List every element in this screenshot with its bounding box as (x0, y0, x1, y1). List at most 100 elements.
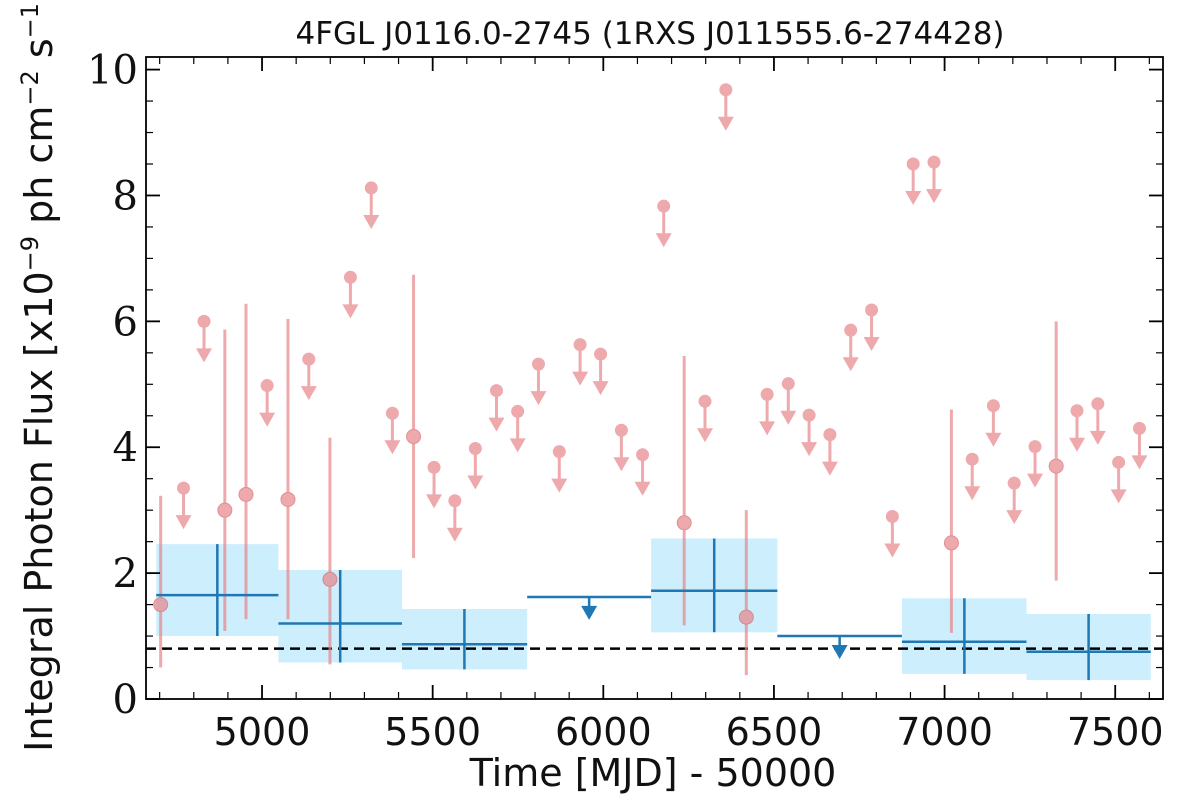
monthly-detection-8 (943, 409, 959, 633)
upper-limit-marker (177, 481, 191, 495)
monthly-upper-limit-27 (884, 509, 901, 558)
y-tick-label: 8 (113, 173, 138, 219)
upper-limit-marker (844, 323, 858, 337)
monthly-upper-limit-24 (821, 428, 838, 476)
monthly-detection-point (322, 571, 338, 587)
upper-limit-marker (885, 509, 899, 523)
monthly-points-layer (153, 83, 1148, 676)
upper-limit-marker (802, 408, 816, 422)
y-tick-label: 0 (113, 677, 138, 723)
binned-points-layer (156, 538, 1151, 681)
upper-limit-arrow (509, 438, 526, 453)
monthly-detection-point (238, 486, 254, 502)
monthly-upper-limit-21 (759, 387, 776, 436)
upper-limit-arrow (488, 417, 505, 432)
upper-limit-marker (719, 83, 733, 97)
upper-limit-arrow (196, 348, 213, 363)
upper-limit-arrow (697, 428, 714, 443)
monthly-upper-limit-18 (655, 199, 672, 248)
upper-limit-marker (823, 428, 837, 442)
monthly-upper-limit-23 (801, 408, 818, 457)
monthly-upper-limit-17 (634, 448, 651, 496)
upper-limit-arrow (1027, 473, 1044, 488)
y-axis-title-suffix: ] (17, 0, 61, 3)
monthly-detection-9 (1048, 321, 1064, 581)
monthly-upper-limit-25 (842, 323, 859, 372)
x-tick-label: 7500 (1067, 710, 1164, 754)
upper-limit-marker (511, 404, 525, 418)
upper-limit-marker (927, 155, 941, 169)
monthly-detection-point (1048, 458, 1064, 474)
y-axis-title-exp2: −2 (16, 70, 44, 105)
monthly-upper-limit-14 (572, 338, 589, 386)
upper-limit-arrow (964, 486, 981, 501)
upper-limit-marker (965, 452, 979, 466)
upper-limit-arrow (1131, 455, 1148, 470)
upper-limit-arrow (884, 543, 901, 558)
y-axis-title-mid2: s (17, 38, 61, 70)
monthly-detection-5 (406, 274, 422, 559)
upper-limit-arrow (759, 421, 776, 436)
upper-limit-arrow (551, 478, 568, 493)
binned-detection-0 (156, 544, 279, 637)
upper-limit-marker (594, 347, 608, 361)
monthly-upper-limit-6 (384, 406, 401, 455)
upper-limit-marker (1007, 476, 1021, 490)
upper-limit-arrow (363, 214, 380, 229)
monthly-upper-limit-16 (613, 423, 630, 472)
monthly-upper-limit-34 (1068, 404, 1085, 452)
upper-limit-marker (302, 352, 316, 366)
upper-limit-arrow (1006, 510, 1023, 525)
binned-upper-limit-arrow (581, 605, 598, 620)
monthly-upper-limit-26 (863, 303, 880, 352)
upper-limit-marker (468, 441, 482, 455)
upper-limit-arrow (634, 481, 651, 496)
upper-limit-arrow (821, 461, 838, 476)
upper-limit-marker (1091, 397, 1105, 411)
upper-limit-marker (448, 494, 462, 508)
monthly-detection-point (738, 609, 754, 625)
upper-limit-arrow (446, 527, 463, 542)
monthly-upper-limit-8 (446, 494, 463, 542)
upper-limit-marker (489, 384, 503, 398)
binned-detection-5 (1026, 614, 1151, 681)
x-tick-label: 5000 (214, 710, 311, 754)
chart-title: 4FGL J0116.0-2745 (1RXS J011555.6-274428… (295, 16, 1004, 52)
upper-limit-arrow (613, 457, 630, 472)
upper-limit-arrow (259, 412, 276, 427)
monthly-upper-limit-9 (467, 441, 484, 490)
plot-frame (145, 56, 1164, 700)
upper-limit-marker (343, 270, 357, 284)
monthly-upper-limit-36 (1110, 455, 1127, 504)
upper-limit-arrow (1110, 489, 1127, 504)
upper-limit-marker (197, 314, 211, 328)
upper-limit-arrow (985, 432, 1002, 447)
monthly-upper-limit-5 (363, 181, 380, 229)
monthly-detection-point (943, 535, 959, 551)
monthly-upper-limit-11 (509, 404, 526, 453)
y-axis-title-prefix: Integral Photon Flux [x10 (17, 271, 61, 752)
upper-limit-marker (364, 181, 378, 195)
upper-limit-marker (1112, 455, 1126, 469)
y-axis-title-exp1: −9 (16, 236, 44, 271)
upper-limit-arrow (384, 440, 401, 455)
binned-upper-limit-1 (777, 634, 902, 659)
monthly-upper-limit-15 (592, 347, 609, 396)
x-tick-label: 5500 (384, 710, 481, 754)
monthly-detection-point (280, 491, 296, 507)
binned-upper-limit-0 (527, 595, 652, 620)
upper-limit-marker (552, 445, 566, 459)
upper-limit-arrow (842, 357, 859, 372)
upper-limit-arrow (863, 337, 880, 352)
upper-limit-marker (986, 399, 1000, 413)
monthly-upper-limit-19 (697, 394, 714, 443)
upper-limit-marker (260, 379, 274, 393)
y-tick-label: 4 (113, 425, 138, 471)
monthly-detection-point (153, 597, 169, 613)
upper-limit-marker (657, 199, 671, 213)
x-axis-title: Time [MJD] - 50000 (469, 751, 837, 795)
monthly-upper-limit-1 (196, 314, 213, 363)
monthly-upper-limit-28 (905, 157, 922, 206)
binned-uncertainty-bands (156, 538, 1151, 681)
monthly-upper-limit-22 (780, 377, 797, 425)
